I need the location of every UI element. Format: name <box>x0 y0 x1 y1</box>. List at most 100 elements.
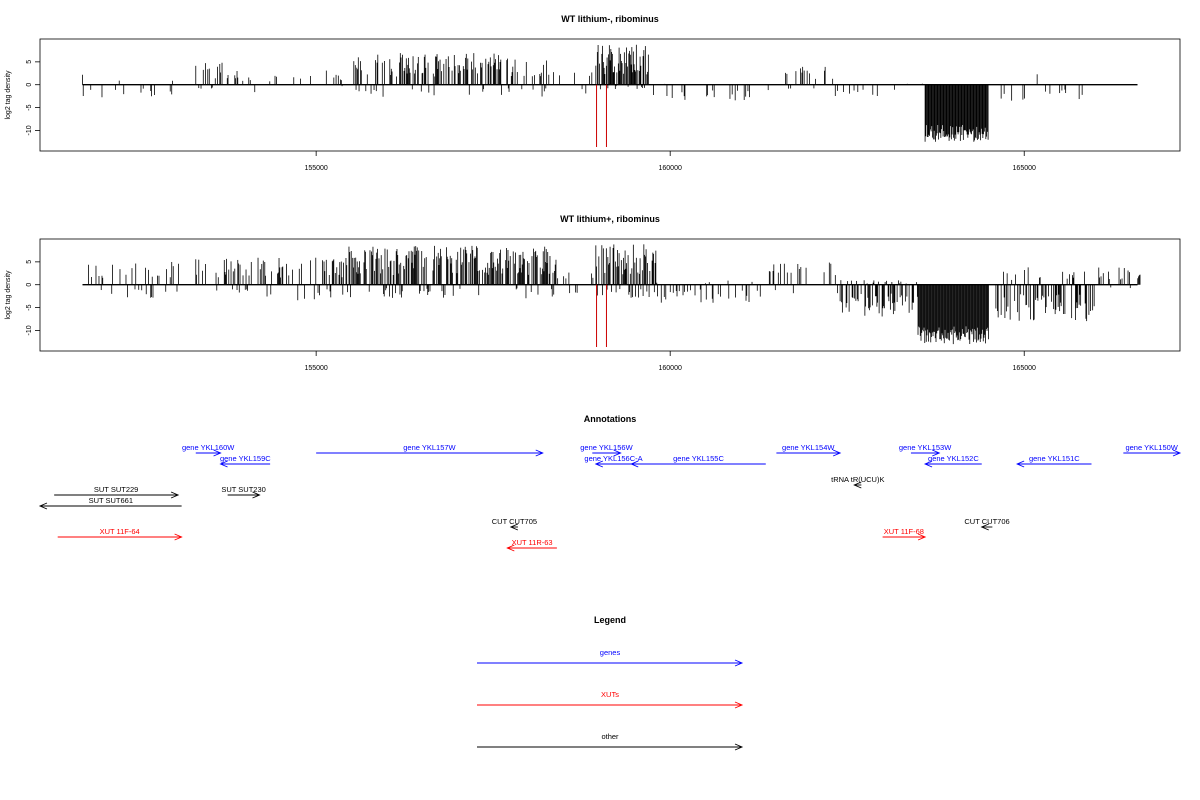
legend-entry: XUTs <box>477 690 744 709</box>
y-tick-label: -5 <box>26 104 33 110</box>
annotation-feature: SUT SUT229 <box>54 485 180 499</box>
annotation-feature: SUT SUT230 <box>221 485 266 499</box>
feature-arrow-head <box>1172 449 1182 457</box>
plot-frame <box>39 238 1181 352</box>
track-panel-lithium-minus: WT lithium-, ribominus 5 0 -5 -10 155000 1600… <box>5 14 1181 172</box>
annotation-label: gene YKL154W <box>782 443 835 452</box>
feature-arrow-head <box>535 449 544 457</box>
panel-title: WT lithium+, ribominus <box>560 214 660 224</box>
annotations-title: Annotations <box>584 414 637 424</box>
feature-arrow-head <box>734 701 744 709</box>
annotation-label: CUT CUT706 <box>964 517 1009 526</box>
feature-arrow-head <box>917 533 927 541</box>
annotation-feature: XUT 11F-64 <box>57 527 183 541</box>
annotation-feature: gene YKL155C <box>630 454 766 468</box>
axes: 5 0 -5 -10 155000 160000 165000 <box>26 260 1138 372</box>
axes: 5 0 -5 -10 155000 160000 165000 <box>26 60 1138 172</box>
feature-arrow-head <box>219 460 228 468</box>
feature-arrow-head <box>853 481 862 489</box>
annotation-feature: gene YKL151C <box>1015 454 1092 468</box>
y-tick-label: -5 <box>26 304 33 310</box>
annotation-label: gene YKL157W <box>403 443 456 452</box>
x-tick-label: 160000 <box>659 165 682 172</box>
x-tick-label: 165000 <box>1013 165 1036 172</box>
annotation-label: gene YKL156W <box>580 443 633 452</box>
annotation-label: tRNA tR(UCU)K <box>831 475 884 484</box>
x-tick-label: 155000 <box>304 165 327 172</box>
y-tick-label: 5 <box>26 60 33 64</box>
y-tick-label: 0 <box>26 83 33 87</box>
x-tick-label: 155000 <box>304 365 327 372</box>
annotation-feature: CUT CUT706 <box>964 517 1010 531</box>
legend: genes XUTs other <box>477 648 744 751</box>
annotation-feature: XUT 11F-68 <box>882 527 927 541</box>
y-tick-label: 0 <box>26 283 33 287</box>
annotation-feature: gene YKL152C <box>923 454 982 468</box>
annotation-feature: gene YKL153W <box>899 443 952 457</box>
annotation-feature: gene YKL154W <box>776 443 842 457</box>
feature-arrow-head <box>170 491 180 499</box>
annotation-label: gene YKL155C <box>673 454 724 463</box>
panel-title: WT lithium-, ribominus <box>561 14 659 24</box>
density-bars <box>82 44 1083 142</box>
annotation-label: SUT SUT661 <box>89 496 133 505</box>
plot-frame <box>39 38 1181 152</box>
y-tick-label: 5 <box>26 260 33 264</box>
annotation-feature: SUT SUT661 <box>38 496 182 510</box>
annotation-label: gene YKL150W <box>1125 443 1178 452</box>
feature-arrow-head <box>594 460 604 468</box>
legend-title: Legend <box>594 615 626 625</box>
legend-label: other <box>601 732 619 741</box>
annotation-feature: tRNA tR(UCU)K <box>831 475 884 489</box>
annotation-label: gene YKL152C <box>928 454 979 463</box>
legend-entry: genes <box>477 648 744 667</box>
feature-arrow-head <box>980 523 989 531</box>
annotation-label: SUT SUT230 <box>221 485 265 494</box>
annotation-feature: gene YKL156W <box>580 443 634 457</box>
feature-arrow-head <box>630 460 639 468</box>
annotation-feature: gene YKL156C-A <box>584 454 643 468</box>
x-tick-label: 165000 <box>1013 365 1036 372</box>
annotation-track: gene YKL160W gene YKL159C gene YKL157W gene… <box>38 443 1182 552</box>
legend-entry: other <box>477 732 744 751</box>
annotation-feature: CUT CUT705 <box>492 517 537 531</box>
y-tick-label: -10 <box>26 325 33 335</box>
density-bars <box>88 244 1141 345</box>
annotation-label: gene YKL156C-A <box>584 454 642 463</box>
annotation-feature: gene YKL157W <box>316 443 544 457</box>
annotation-label: gene YKL159C <box>220 454 271 463</box>
feature-arrow-head <box>38 502 48 510</box>
feature-arrow-head <box>509 523 519 531</box>
feature-arrow-head <box>213 449 222 457</box>
y-axis-label: log2 tag density <box>5 270 12 320</box>
annotation-label: gene YKL153W <box>899 443 952 452</box>
feature-arrow-head <box>734 659 744 667</box>
feature-arrow-head <box>832 449 842 457</box>
feature-arrow-head <box>613 449 622 457</box>
annotation-label: CUT CUT705 <box>492 517 537 526</box>
feature-arrow-head <box>932 449 941 457</box>
annotation-label: SUT SUT229 <box>94 485 138 494</box>
annotation-label: XUT 11F-68 <box>884 527 924 536</box>
x-tick-label: 160000 <box>659 365 682 372</box>
legend-label: genes <box>600 648 621 657</box>
annotation-label: gene YKL160W <box>182 443 235 452</box>
feature-arrow-head <box>174 533 183 541</box>
y-axis-label: log2 tag density <box>5 70 12 120</box>
feature-arrow-head <box>506 544 515 552</box>
annotation-feature: XUT 11R-63 <box>506 538 557 552</box>
annotation-feature: gene YKL150W <box>1123 443 1182 457</box>
annotation-label: XUT 11F-64 <box>100 527 140 536</box>
annotation-feature: gene YKL159C <box>219 454 271 468</box>
feature-arrow-head <box>734 743 744 751</box>
feature-arrow-head <box>252 491 261 499</box>
annotation-feature: gene YKL160W <box>182 443 235 457</box>
feature-arrow-head <box>1015 460 1025 468</box>
track-panel-lithium-plus: WT lithium+, ribominus 5 0 -5 -10 155000 1600… <box>5 214 1181 372</box>
annotation-label: gene YKL151C <box>1029 454 1080 463</box>
legend-label: XUTs <box>601 690 619 699</box>
y-tick-label: -10 <box>26 125 33 135</box>
feature-arrow-head <box>923 460 933 468</box>
annotation-label: XUT 11R-63 <box>512 538 553 547</box>
